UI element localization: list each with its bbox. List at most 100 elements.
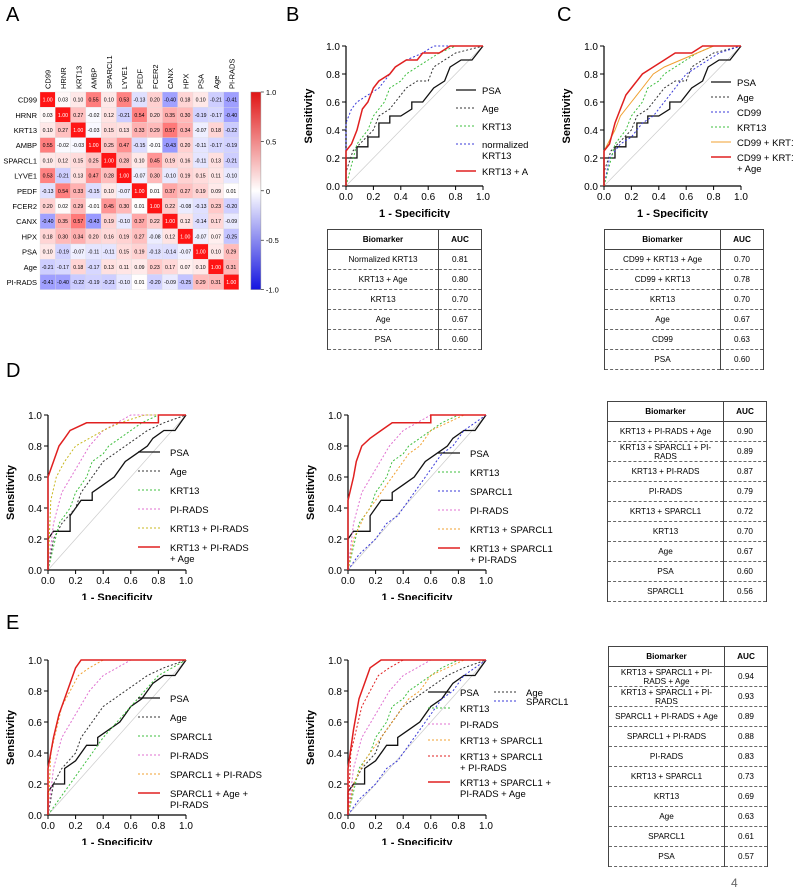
heatmap-cell-value: -0.15 [88,189,100,195]
legend-label-age: Age [482,104,499,115]
x-tick-label: 0.2 [369,821,383,832]
auc-biomarker-cell: KRT13 [604,289,721,310]
heatmap-cell-value: 0.10 [43,250,53,256]
x-tick-label: 0.2 [624,192,638,203]
roc-line-age [47,659,187,816]
roc-line-normalized-krt13 [345,45,483,186]
x-axis-label: 1 - Specificity [379,208,451,218]
heatmap-cell-value: 0.13 [104,265,114,271]
heatmap-cell-value: 0.19 [165,158,175,164]
heatmap-cell-value: 0.29 [150,128,160,134]
reference-diagonal [603,45,742,187]
auc-value-cell: 0.93 [724,686,768,707]
heatmap-cell-value: -0.11 [195,158,207,164]
heatmap-cell-value: 0.30 [180,113,190,119]
auc-biomarker-cell: CD99 [604,329,721,350]
heatmap-cell-value: 0.30 [150,174,160,180]
auc-value-cell: 0.70 [723,521,767,542]
legend-label-sparcl1-pi-rads: SPARCL1 + PI-RADS [170,770,262,781]
auc-biomarker-cell: PSA [327,329,439,350]
x-tick-label: 0.8 [451,821,465,832]
y-tick-label: 0.8 [28,687,42,698]
auc-table-header-row: Biomarker AUC [608,646,768,667]
auc-biomarker-cell: PSA [607,561,724,582]
heatmap-cell-value: 0.18 [73,265,83,271]
heatmap-cell-value: 0.53 [119,98,129,104]
auc-table-row: CD99 + KRT13 0.78 [604,269,764,290]
heatmap-row-label-psa: PSA [22,248,37,257]
auc-biomarker-cell: Normalized KRT13 [327,249,439,270]
heatmap-cell-value: 0.10 [43,158,53,164]
y-tick-label: 0.4 [328,504,342,515]
legend-label-pi-rads: PI-RADS [170,505,209,516]
heatmap-cell-value: -0.07 [179,250,191,256]
heatmap-cell-value: 0.16 [180,158,190,164]
heatmap-cell-value: 0.13 [211,158,221,164]
heatmap-cell-value: 0.03 [43,113,53,119]
y-tick-label: 1.0 [28,411,42,422]
heatmap-cell-value: -0.11 [88,250,100,256]
heatmap-cell-value: 1.00 [88,143,98,149]
heatmap-cell-value: 0.10 [43,128,53,134]
heatmap-cell-value: 0.01 [134,204,144,210]
heatmap-cell-value: 0.15 [104,128,114,134]
panel-label-c: C [557,4,572,26]
y-tick-label: 0.8 [584,70,598,81]
heatmap-cell-value: 0.27 [73,113,83,119]
auc-table-row: CD99 + KRT13 + Age 0.70 [604,249,764,270]
x-axis-label: 1 - Specificity [637,208,709,218]
legend-label-sparcl1-age-pi-rads: SPARCL1 + Age + [170,789,248,800]
x-axis-label: 1 - Specificity [82,837,154,845]
legend-label-cd99-krt13-age: + Age [737,164,762,175]
legend-label-sparcl1: SPARCL1 [526,697,569,708]
auc-value-cell: 0.89 [724,706,768,727]
heatmap-cell-value: 0.54 [134,113,144,119]
heatmap-cell-value: 0.11 [119,265,129,271]
panel-label-d: D [6,360,21,382]
x-tick-label: 0.8 [707,192,721,203]
y-tick-label: 1.0 [326,42,340,53]
heatmap-cell-value: 0.54 [58,189,68,195]
x-tick-label: 0.0 [41,576,55,587]
y-tick-label: 0.6 [28,473,42,484]
legend-label-psa: PSA [170,448,190,459]
auc-table-row: SPARCL1 + PI-RADS + Age 0.89 [608,706,768,727]
auc-table-row: PI-RADS 0.83 [608,746,768,767]
heatmap-cell-value: 0.28 [104,174,114,180]
y-tick-label: 0.6 [328,473,342,484]
heatmap-cell-value: 0.10 [104,98,114,104]
y-tick-label: 0.8 [326,70,340,81]
legend-label-psa: PSA [482,86,502,97]
roc-line-krt13 [47,414,186,571]
heatmap-cell-value: 0.19 [196,189,206,195]
heatmap-cell-value: -0.41 [225,98,237,104]
heatmap-cell-value: 0.13 [73,174,83,180]
heatmap-cell-value: 0.12 [58,158,68,164]
heatmap-cell-value: -0.13 [42,189,54,195]
auc-biomarker-cell: SPARCL1 + PI-RADS + Age [608,706,725,727]
auc-biomarker-cell: KRT13 [608,786,725,807]
auc-table-b: Biomarker AUC Normalized KRT13 0.81 KRT13 + … [327,229,482,350]
heatmap-cell-value: 1.00 [180,234,190,240]
reference-diagonal [47,659,187,816]
auc-value-cell: 0.70 [720,289,764,310]
heatmap-cell-value: 0.45 [104,204,114,210]
heatmap-cell-value: 0.10 [196,265,206,271]
heatmap-row-label-krt13: KRT13 [14,126,37,135]
y-tick-label: 0.0 [328,811,342,822]
heatmap-col-label-canx: CANX [166,68,175,89]
legend-label-age: Age [170,467,187,478]
y-tick-label: 0.8 [28,442,42,453]
x-tick-label: 0.0 [341,576,355,587]
heatmap-cell-value: 0.10 [211,250,221,256]
heatmap-col-label-hrnr: HRNR [59,67,68,89]
reference-diagonal [47,414,187,571]
y-tick-label: 1.0 [584,42,598,53]
auc-value-cell: 0.72 [723,501,767,522]
roc-line-krt13-pi-rads [47,414,186,571]
legend-label-krt13: KRT13 [737,123,766,134]
legend-label-krt13-sparcl1-pi-rads: KRT13 + SPARCL1 [470,544,553,555]
heatmap-cell-value: 0.02 [58,204,68,210]
x-tick-label: 0.8 [449,192,463,203]
heatmap-cell-value: -0.25 [225,234,237,240]
